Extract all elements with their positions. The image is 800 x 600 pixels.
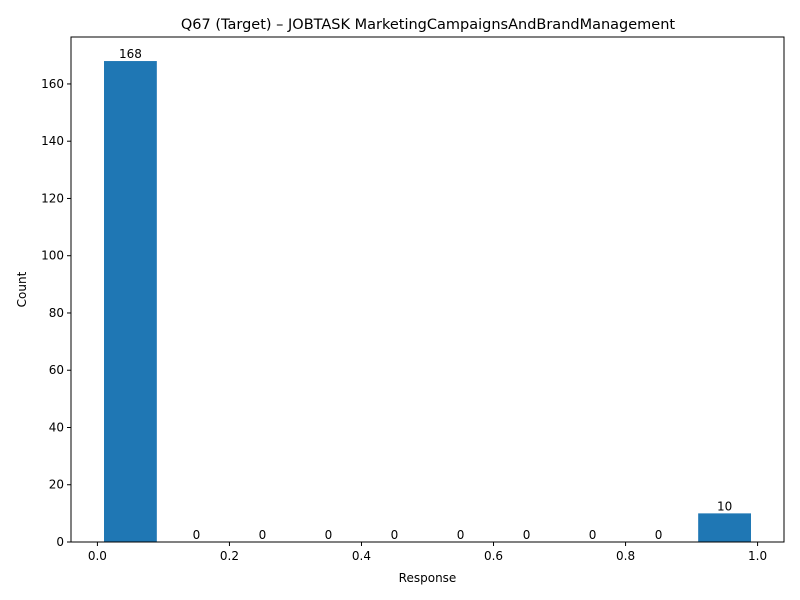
y-tick-label: 20 [49, 478, 64, 492]
y-tick-label: 160 [41, 77, 64, 91]
bar-value-label: 0 [457, 528, 465, 542]
bar-value-label: 0 [523, 528, 531, 542]
chart-title: Q67 (Target) – JOBTASK MarketingCampaign… [181, 17, 676, 33]
y-tick-label: 0 [56, 535, 64, 549]
x-axis-label: Response [399, 571, 457, 585]
bar-value-label: 0 [391, 528, 399, 542]
data-labels-group: 168 0 0 0 0 0 0 0 0 10 [119, 47, 732, 542]
bar-value-label: 10 [717, 499, 732, 513]
bar-value-label: 0 [589, 528, 597, 542]
y-tick-label: 40 [49, 420, 64, 434]
x-tick-label: 1.0 [748, 549, 767, 563]
x-tick-label: 0.0 [88, 549, 107, 563]
y-tick-label: 60 [49, 363, 64, 377]
x-tick-label: 0.4 [352, 549, 371, 563]
x-axis-ticks: 0.0 0.2 0.4 0.6 0.8 1.0 [88, 542, 767, 563]
y-tick-label: 120 [41, 191, 64, 205]
bar-value-label: 168 [119, 47, 142, 61]
bar [698, 513, 751, 542]
y-axis-label: Count [15, 271, 29, 307]
bars-group [104, 61, 751, 543]
bar-value-label: 0 [325, 528, 333, 542]
bar-value-label: 0 [655, 528, 663, 542]
bar-value-label: 0 [259, 528, 267, 542]
y-tick-label: 80 [49, 306, 64, 320]
y-tick-label: 100 [41, 249, 64, 263]
y-tick-label: 140 [41, 134, 64, 148]
bar [104, 61, 157, 543]
plot-frame [70, 36, 785, 543]
x-tick-label: 0.6 [484, 549, 503, 563]
x-tick-label: 0.2 [220, 549, 239, 563]
y-axis-ticks: 0 20 40 60 80 100 120 140 160 [41, 77, 71, 549]
x-tick-label: 0.8 [616, 549, 635, 563]
bar-value-label: 0 [193, 528, 201, 542]
